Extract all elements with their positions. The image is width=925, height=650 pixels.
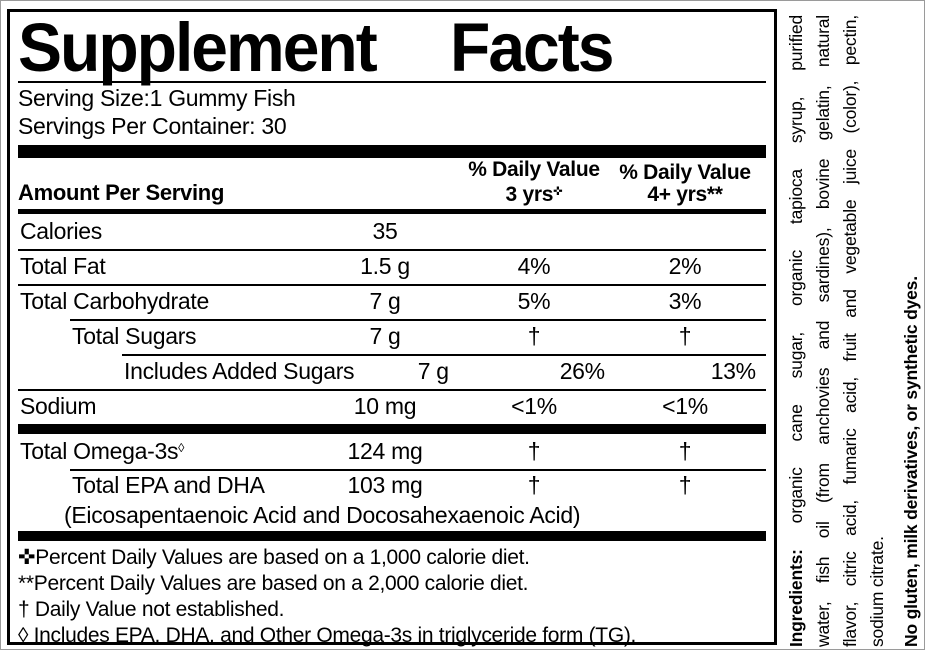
ingredients-heading: Ingredients: xyxy=(786,549,806,647)
footnote-triglyceride: ◊ Includes EPA, DHA, and Other Omega-3s … xyxy=(18,624,637,647)
allergen-note: No gluten, milk derivatives, or syntheti… xyxy=(901,276,921,647)
lozenge-symbol: ◊ xyxy=(178,441,185,456)
ingredients-line-4: sodium citrate. xyxy=(867,536,887,647)
servings-per-container: Servings Per Container: 30 xyxy=(18,113,287,139)
footnotes: ✜Percent Daily Values are based on a 1,0… xyxy=(18,545,766,649)
row-epa-dha: Total EPA and DHA 103 mg † † xyxy=(18,469,766,501)
column-header-amount: Amount Per Serving xyxy=(18,180,225,205)
footnote-daily-value: † Daily Value not established. xyxy=(18,598,285,621)
ingredients-line-2: water, fish oil (from anchovies and sard… xyxy=(813,15,833,647)
row-total-sugars: Total Sugars 7 g † † xyxy=(18,319,766,354)
row-total-carbohydrate: Total Carbohydrate 7 g 5% 3% xyxy=(18,284,766,319)
cross-symbol: ✜ xyxy=(18,546,36,569)
row-sodium: Sodium 10 mg <1% <1% xyxy=(18,389,766,424)
row-added-sugars: Includes Added Sugars 7 g 26% 13% xyxy=(18,354,766,389)
ingredients-line-1: Ingredients: organic cane sugar, organic… xyxy=(786,15,806,647)
cross-symbol: ✜ xyxy=(553,186,563,199)
title-divider xyxy=(18,81,766,83)
double-asterisk-symbol: ** xyxy=(18,572,34,595)
ingredients-line-3: flavor, citric acid, fumaric acid, fruit… xyxy=(840,15,860,647)
column-header-dv-4plus: % Daily Value 4+ yrs** xyxy=(619,161,751,206)
lozenge-symbol: ◊ xyxy=(18,624,34,647)
thick-divider-top xyxy=(18,145,766,158)
section-divider-footnotes xyxy=(18,531,766,541)
footnote-2000-calorie: **Percent Daily Values are based on a 2,… xyxy=(18,572,529,595)
facts-panel: Supplement Facts Serving Size:1 Gummy Fi… xyxy=(7,8,777,647)
epa-dha-continuation: (Eicosapentaenoic Acid and Docosahexaeno… xyxy=(64,502,581,528)
column-header-dv-3yrs: % Daily Value 3 yrs✜ xyxy=(468,158,600,206)
ingredients-sidebar: Ingredients: organic cane sugar, organic… xyxy=(783,15,924,647)
section-divider-omega xyxy=(18,424,766,434)
dagger-symbol: † xyxy=(18,598,35,621)
row-total-omega3s: Total Omega-3s◊ 124 mg † † xyxy=(20,438,692,464)
panel-title: Supplement Facts xyxy=(18,8,614,86)
serving-size: Serving Size:1 Gummy Fish xyxy=(18,85,296,111)
table-header-row: Amount Per Serving % Daily Value 3 yrs✜ … xyxy=(18,158,766,209)
row-calories: Calories 35 xyxy=(20,218,398,244)
header-divider xyxy=(18,209,766,214)
footnote-1000-calorie: ✜Percent Daily Values are based on a 1,0… xyxy=(18,546,530,569)
row-total-fat: Total Fat 1.5 g 4% 2% xyxy=(18,249,766,284)
